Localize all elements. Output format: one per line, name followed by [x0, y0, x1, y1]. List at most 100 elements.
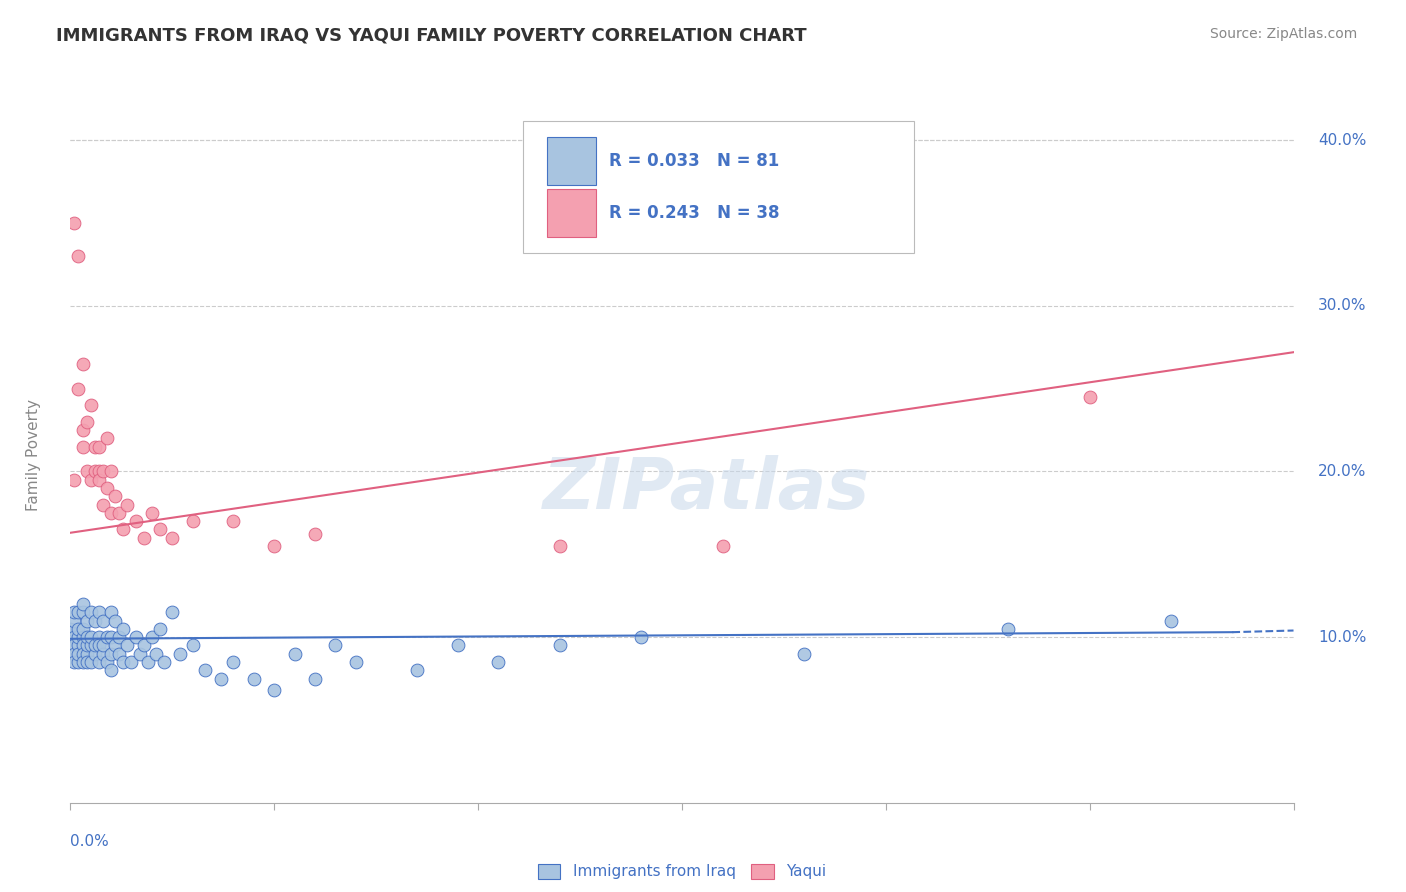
Point: [87, 655, 110, 669]
Point: [100, 605, 122, 619]
Point: [447, 639, 470, 653]
Point: [72, 639, 94, 653]
Point: [108, 506, 131, 520]
Point: [91, 498, 114, 512]
Point: [72, 357, 94, 371]
Point: [108, 630, 131, 644]
Point: [72, 423, 94, 437]
Point: [793, 647, 815, 661]
Point: [630, 630, 652, 644]
Point: [79, 630, 103, 644]
Point: [59, 622, 82, 636]
Point: [63, 630, 86, 644]
Point: [100, 465, 122, 479]
Point: [128, 647, 150, 661]
Point: [304, 527, 326, 541]
Text: 10.0%: 10.0%: [1317, 630, 1367, 645]
Point: [162, 531, 183, 545]
Point: [72, 597, 94, 611]
Point: [243, 672, 266, 686]
Point: [153, 655, 176, 669]
Point: [1160, 614, 1182, 628]
Point: [104, 489, 127, 503]
Point: [209, 672, 232, 686]
Point: [100, 506, 122, 520]
Point: [76, 415, 98, 429]
Point: [100, 630, 122, 644]
Text: 40.0%: 40.0%: [1317, 133, 1367, 148]
Point: [67, 605, 90, 619]
Point: [141, 506, 163, 520]
Point: [83, 614, 105, 628]
Point: [76, 465, 98, 479]
Point: [104, 614, 127, 628]
Point: [149, 622, 172, 636]
Point: [63, 655, 86, 669]
Point: [96, 630, 118, 644]
Point: [91, 465, 114, 479]
Point: [76, 639, 98, 653]
Text: R = 0.033   N = 81: R = 0.033 N = 81: [609, 152, 779, 170]
Point: [76, 614, 98, 628]
Point: [169, 647, 191, 661]
Text: R = 0.243   N = 38: R = 0.243 N = 38: [609, 204, 779, 222]
Text: 0.0%: 0.0%: [70, 834, 110, 849]
Point: [222, 655, 245, 669]
Point: [72, 655, 94, 669]
Point: [548, 539, 571, 553]
Point: [112, 622, 135, 636]
Point: [79, 639, 103, 653]
Point: [87, 605, 110, 619]
Point: [406, 663, 429, 677]
Point: [87, 639, 110, 653]
Point: [181, 639, 204, 653]
Point: [83, 440, 105, 454]
Point: [162, 605, 183, 619]
Point: [91, 614, 114, 628]
Point: [87, 465, 110, 479]
Point: [117, 639, 139, 653]
Point: [87, 630, 110, 644]
Text: ZIPatlas: ZIPatlas: [543, 455, 870, 524]
Point: [100, 663, 122, 677]
Point: [194, 663, 217, 677]
Point: [132, 531, 155, 545]
Point: [63, 216, 86, 230]
Text: IMMIGRANTS FROM IRAQ VS YAQUI FAMILY POVERTY CORRELATION CHART: IMMIGRANTS FROM IRAQ VS YAQUI FAMILY POV…: [56, 27, 807, 45]
Point: [87, 440, 110, 454]
Legend: Immigrants from Iraq, Yaqui: Immigrants from Iraq, Yaqui: [531, 857, 832, 886]
Point: [63, 614, 86, 628]
Point: [145, 647, 167, 661]
Point: [63, 605, 86, 619]
Point: [91, 647, 114, 661]
Point: [132, 639, 155, 653]
Point: [83, 647, 105, 661]
FancyBboxPatch shape: [547, 136, 596, 186]
Text: 20.0%: 20.0%: [1317, 464, 1367, 479]
Point: [136, 655, 159, 669]
Point: [79, 398, 103, 412]
Point: [83, 639, 105, 653]
Point: [67, 382, 90, 396]
Point: [72, 630, 94, 644]
Point: [488, 655, 510, 669]
Point: [112, 523, 135, 537]
Point: [67, 630, 90, 644]
Point: [72, 605, 94, 619]
Point: [72, 622, 94, 636]
Point: [263, 539, 285, 553]
Point: [72, 647, 94, 661]
Point: [304, 672, 326, 686]
Point: [548, 639, 571, 653]
Point: [711, 539, 734, 553]
Point: [997, 622, 1019, 636]
Point: [63, 473, 86, 487]
Point: [108, 647, 131, 661]
Point: [67, 622, 90, 636]
Point: [87, 473, 110, 487]
Point: [323, 639, 347, 653]
Point: [83, 465, 105, 479]
Point: [181, 514, 204, 528]
Point: [76, 655, 98, 669]
Point: [96, 655, 118, 669]
